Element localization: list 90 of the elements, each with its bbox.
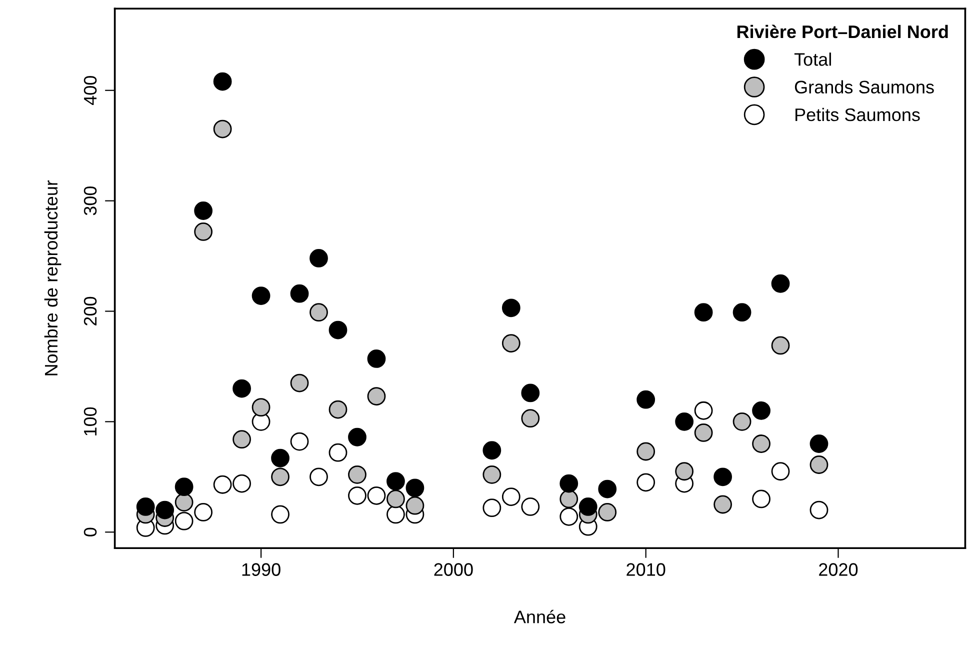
point xyxy=(367,387,386,406)
point xyxy=(521,384,540,402)
y-tick-label: 100 xyxy=(84,407,97,436)
point xyxy=(810,456,828,474)
point xyxy=(213,475,232,494)
point xyxy=(310,249,328,268)
point xyxy=(136,498,155,516)
legend-label: Petits Saumons xyxy=(796,108,920,122)
x-tick-label: 2010 xyxy=(626,563,666,576)
point xyxy=(406,496,424,515)
point xyxy=(714,495,732,514)
point xyxy=(771,274,790,293)
point xyxy=(328,400,348,419)
point xyxy=(174,512,194,530)
x-tick-label: 2020 xyxy=(819,563,858,576)
point xyxy=(271,468,290,486)
point xyxy=(174,493,194,512)
point xyxy=(271,448,290,468)
point xyxy=(694,303,713,322)
point xyxy=(636,473,656,492)
point xyxy=(578,498,598,516)
point xyxy=(328,320,348,340)
x-axis-title: Année xyxy=(514,610,566,624)
point xyxy=(386,472,405,491)
point xyxy=(694,401,713,420)
point xyxy=(771,336,790,355)
point xyxy=(174,478,194,496)
point xyxy=(752,401,770,420)
point xyxy=(290,374,309,392)
point xyxy=(482,498,502,518)
point xyxy=(310,468,328,486)
y-tick-label: 200 xyxy=(84,296,97,326)
point xyxy=(732,303,752,322)
legend-label: Grands Saumons xyxy=(794,80,934,94)
point xyxy=(598,503,617,522)
point xyxy=(328,443,348,462)
point xyxy=(521,498,540,516)
point xyxy=(521,409,540,428)
point xyxy=(252,398,270,417)
point xyxy=(232,474,251,493)
point xyxy=(502,298,520,318)
point xyxy=(482,441,502,460)
point xyxy=(194,503,213,522)
point xyxy=(194,202,213,220)
point xyxy=(752,490,770,508)
point xyxy=(156,500,174,520)
point xyxy=(771,462,790,481)
point xyxy=(194,222,213,241)
point xyxy=(732,412,752,431)
point xyxy=(386,490,405,508)
point xyxy=(810,434,828,453)
point xyxy=(560,507,578,526)
point xyxy=(348,486,366,505)
point xyxy=(271,505,290,524)
point xyxy=(290,284,309,303)
point xyxy=(348,428,366,446)
point xyxy=(406,478,424,498)
y-axis-title: Nombre de reproducteur xyxy=(44,180,62,376)
point xyxy=(252,286,270,305)
point xyxy=(598,480,617,498)
point xyxy=(714,468,732,486)
point xyxy=(386,505,405,524)
point xyxy=(348,465,366,484)
point xyxy=(367,350,386,368)
point xyxy=(560,474,578,493)
point xyxy=(290,432,309,451)
point xyxy=(810,500,828,520)
legend-label: Total xyxy=(794,52,831,66)
x-tick-label: 1990 xyxy=(242,563,280,576)
y-tick-label: 400 xyxy=(84,76,97,106)
point xyxy=(310,303,328,322)
point xyxy=(560,490,578,508)
point xyxy=(502,488,520,506)
point xyxy=(213,120,232,138)
y-tick-label: 300 xyxy=(84,186,97,216)
x-tick-label: 2000 xyxy=(434,563,473,576)
legend-title: Rivière Port–Daniel Nord xyxy=(737,24,948,38)
point xyxy=(636,442,656,461)
point xyxy=(482,465,502,484)
point xyxy=(636,390,656,409)
point xyxy=(367,486,386,505)
point xyxy=(502,334,520,352)
point xyxy=(752,434,770,453)
point xyxy=(675,412,694,431)
point xyxy=(694,424,713,442)
y-tick-label: 0 xyxy=(84,528,97,536)
point xyxy=(213,72,232,91)
point xyxy=(232,430,251,449)
point xyxy=(232,379,251,398)
point xyxy=(675,462,694,481)
